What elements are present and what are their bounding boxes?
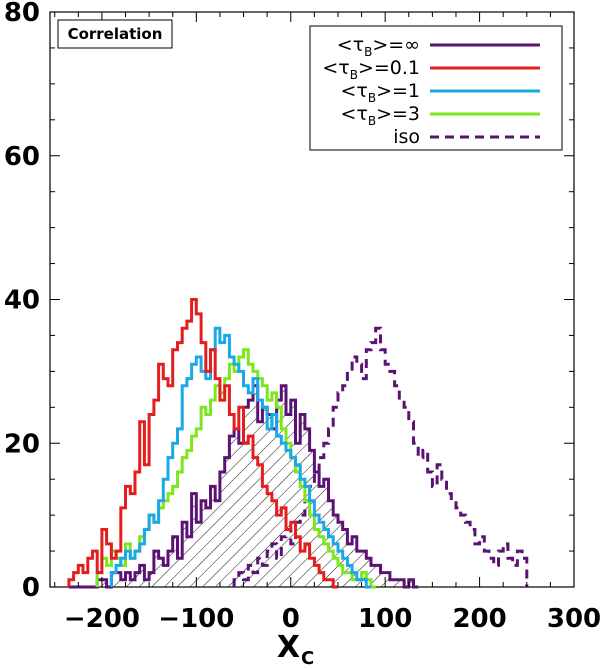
annotation-box: Correlation (57, 19, 173, 49)
y-tick-label: 20 (4, 429, 40, 459)
tick-labels: −200 −100 0 100 200 300 0 20 40 60 80 (4, 0, 600, 634)
legend-label: <τB>=1 (340, 80, 420, 105)
x-tick-label: 100 (358, 604, 412, 634)
series-1-line (109, 326, 371, 589)
x-axis-title-main: X (277, 630, 300, 665)
legend-entry-inf: <τB>=∞ (337, 34, 540, 59)
series-iso (232, 326, 529, 587)
legend-entry-1: <τB>=1 (340, 80, 540, 105)
series-1 (109, 326, 371, 589)
series-inf-line (68, 384, 419, 589)
x-tick-label: −100 (158, 604, 234, 634)
series-layer (67, 298, 529, 589)
legend-label: <τB>=∞ (337, 34, 420, 59)
series-inf (68, 384, 419, 589)
x-axis-title: X C (277, 630, 314, 669)
series-0.1 (67, 298, 338, 589)
x-tick-label: 300 (547, 604, 600, 634)
series-iso-line (232, 326, 529, 587)
y-tick-label: 80 (4, 0, 40, 28)
y-tick-label: 60 (4, 142, 40, 172)
y-tick-label: 40 (4, 286, 40, 316)
legend-frame (309, 25, 563, 151)
legend-label: <τB>=0.1 (322, 57, 420, 82)
legend-entry-3: <τB>=3 (340, 103, 540, 128)
y-tick-label: 0 (22, 573, 40, 603)
annotation-frame (57, 19, 173, 49)
legend-label: iso (393, 126, 420, 148)
x-tick-label: 200 (452, 604, 506, 634)
annotation-label: Correlation (68, 25, 163, 43)
legend-label: <τB>=3 (340, 103, 420, 128)
axis-ticks (50, 11, 575, 588)
legend-entry-iso: iso (393, 126, 540, 148)
x-tick-label: 0 (282, 604, 300, 634)
x-tick-label: −200 (64, 604, 140, 634)
series-0.1-line (67, 298, 338, 589)
legend-entry-0.1: <τB>=0.1 (322, 57, 540, 82)
x-axis-title-sub: C (301, 648, 314, 669)
